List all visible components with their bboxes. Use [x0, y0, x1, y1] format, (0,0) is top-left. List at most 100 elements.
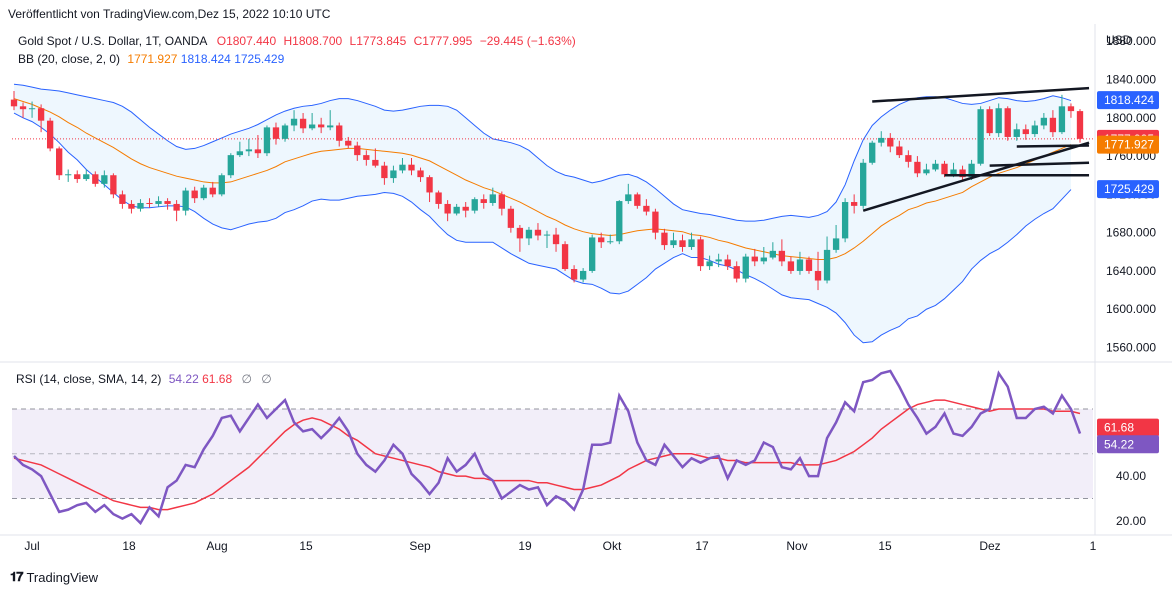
candle-body	[453, 206, 460, 214]
candle-body	[37, 108, 45, 121]
published-note: Veröffentlicht von TradingView.com,Dez 1…	[8, 7, 331, 21]
candle-body	[28, 108, 36, 110]
rsi-tick-label: 40.00	[1116, 469, 1146, 483]
candle-body	[742, 256, 749, 279]
candle-body	[1004, 108, 1011, 137]
time-tick-label: Dez	[979, 539, 1000, 553]
chart-canvas[interactable]: USD1880.0001840.0001800.0001760.0001720.…	[0, 0, 1172, 560]
candle-body	[751, 256, 758, 262]
candle-body	[769, 250, 777, 258]
candle-body	[543, 234, 551, 236]
time-tick-label: Jul	[24, 539, 39, 553]
candle-body	[489, 194, 496, 203]
trendline-support-1	[989, 161, 1090, 167]
candle-body	[1022, 129, 1029, 135]
candle-body	[616, 201, 623, 242]
candle-body	[218, 175, 225, 195]
candle-body	[796, 259, 804, 271]
candle-body	[336, 125, 343, 141]
symbol-legend[interactable]: Gold Spot / U.S. Dollar, 1T, OANDA O1807…	[18, 34, 576, 48]
candle-body	[706, 261, 713, 267]
candle-body	[137, 202, 144, 209]
candle-body	[760, 257, 767, 262]
trendline-mid	[1016, 144, 1090, 148]
candle-body	[426, 177, 433, 193]
price-tick-label: 1600.000	[1106, 302, 1156, 316]
brand-name: TradingView	[26, 569, 99, 585]
candle-body	[471, 199, 478, 211]
candle-body	[245, 149, 253, 152]
price-badge-bg	[1097, 135, 1159, 154]
rsi-legend[interactable]: RSI (14, close, SMA, 14, 2) 54.22 61.68 …	[16, 372, 272, 386]
candle-body	[805, 259, 813, 271]
bb-upper-value: 1818.424	[180, 52, 231, 66]
price-tick-label: 1680.000	[1106, 226, 1156, 240]
candle-body	[372, 159, 379, 166]
candle-body	[570, 269, 578, 280]
candle-body	[345, 140, 352, 146]
tradingview-logo-icon: 𝟏𝟕	[10, 569, 24, 584]
close-value: C1777.995	[413, 34, 473, 48]
candle-body	[227, 155, 234, 176]
candle-body	[110, 175, 117, 195]
candle-body	[850, 202, 858, 206]
bb-basis-value: 1771.927	[127, 52, 178, 66]
candle-body	[191, 190, 198, 199]
price-badge-bg	[1097, 91, 1159, 110]
price-tick-label: 1640.000	[1106, 264, 1156, 278]
candle-body	[878, 137, 885, 143]
trendline-lower	[862, 141, 1090, 212]
time-tick-label: 1	[1090, 539, 1097, 553]
candle-body	[968, 163, 975, 178]
bb-basis-line	[13, 98, 1072, 260]
price-badge: 1725.429	[1104, 182, 1154, 196]
price-badge: 1818.424	[1104, 93, 1154, 107]
candle-body	[679, 240, 686, 248]
candle-body	[625, 194, 632, 202]
candle-body	[1013, 129, 1020, 137]
candle-body	[733, 266, 740, 279]
candle-body	[507, 208, 515, 228]
hidden-icon[interactable]: ∅	[241, 372, 252, 386]
symbol-title[interactable]: Gold Spot / U.S. Dollar, 1T, OANDA	[18, 34, 208, 48]
candle-body	[932, 163, 939, 170]
candle-body	[923, 169, 930, 174]
candle-body	[498, 194, 505, 209]
candle-body	[281, 125, 289, 139]
candle-body	[65, 174, 72, 176]
currency-label: USD	[1106, 33, 1132, 47]
candle-body	[896, 146, 903, 156]
tradingview-branding[interactable]: 𝟏𝟕 TradingView	[10, 569, 98, 585]
change-value: −29.445 (−1.63%)	[479, 34, 576, 48]
candle-body	[308, 124, 316, 129]
candle-body	[814, 270, 822, 281]
candle-body	[778, 250, 786, 262]
candle-body	[155, 201, 162, 204]
candle-body	[1031, 125, 1038, 135]
bb-legend[interactable]: BB (20, close, 2, 0) 1771.927 1818.424 1…	[18, 52, 284, 66]
rsi-value: 54.22	[168, 372, 199, 386]
time-tick-label: Aug	[206, 539, 227, 553]
candle-body	[462, 206, 469, 211]
candle-body	[83, 174, 90, 180]
candle-body	[363, 155, 370, 160]
price-badge: 1771.927	[1104, 138, 1154, 152]
candle-body	[444, 203, 451, 214]
trendline-upper	[872, 86, 1090, 103]
price-tick-label: 1840.000	[1106, 73, 1156, 87]
open-value: O1807.440	[216, 34, 277, 48]
candle-body	[354, 145, 361, 156]
bb-label[interactable]: BB (20, close, 2, 0)	[18, 52, 121, 66]
candle-body	[670, 240, 677, 246]
candle-body	[869, 142, 876, 163]
price-tick-label: 1880.000	[1106, 34, 1156, 48]
price-tick-label: 1560.000	[1106, 341, 1156, 355]
candle-body	[598, 237, 605, 243]
time-tick-label: Sep	[409, 539, 431, 553]
hidden-icon[interactable]: ∅	[261, 372, 272, 386]
candle-body	[643, 205, 650, 212]
time-tick-label: Nov	[786, 539, 807, 553]
candle-body	[823, 249, 831, 281]
candle-body	[263, 127, 271, 154]
rsi-label[interactable]: RSI (14, close, SMA, 14, 2)	[16, 372, 162, 386]
